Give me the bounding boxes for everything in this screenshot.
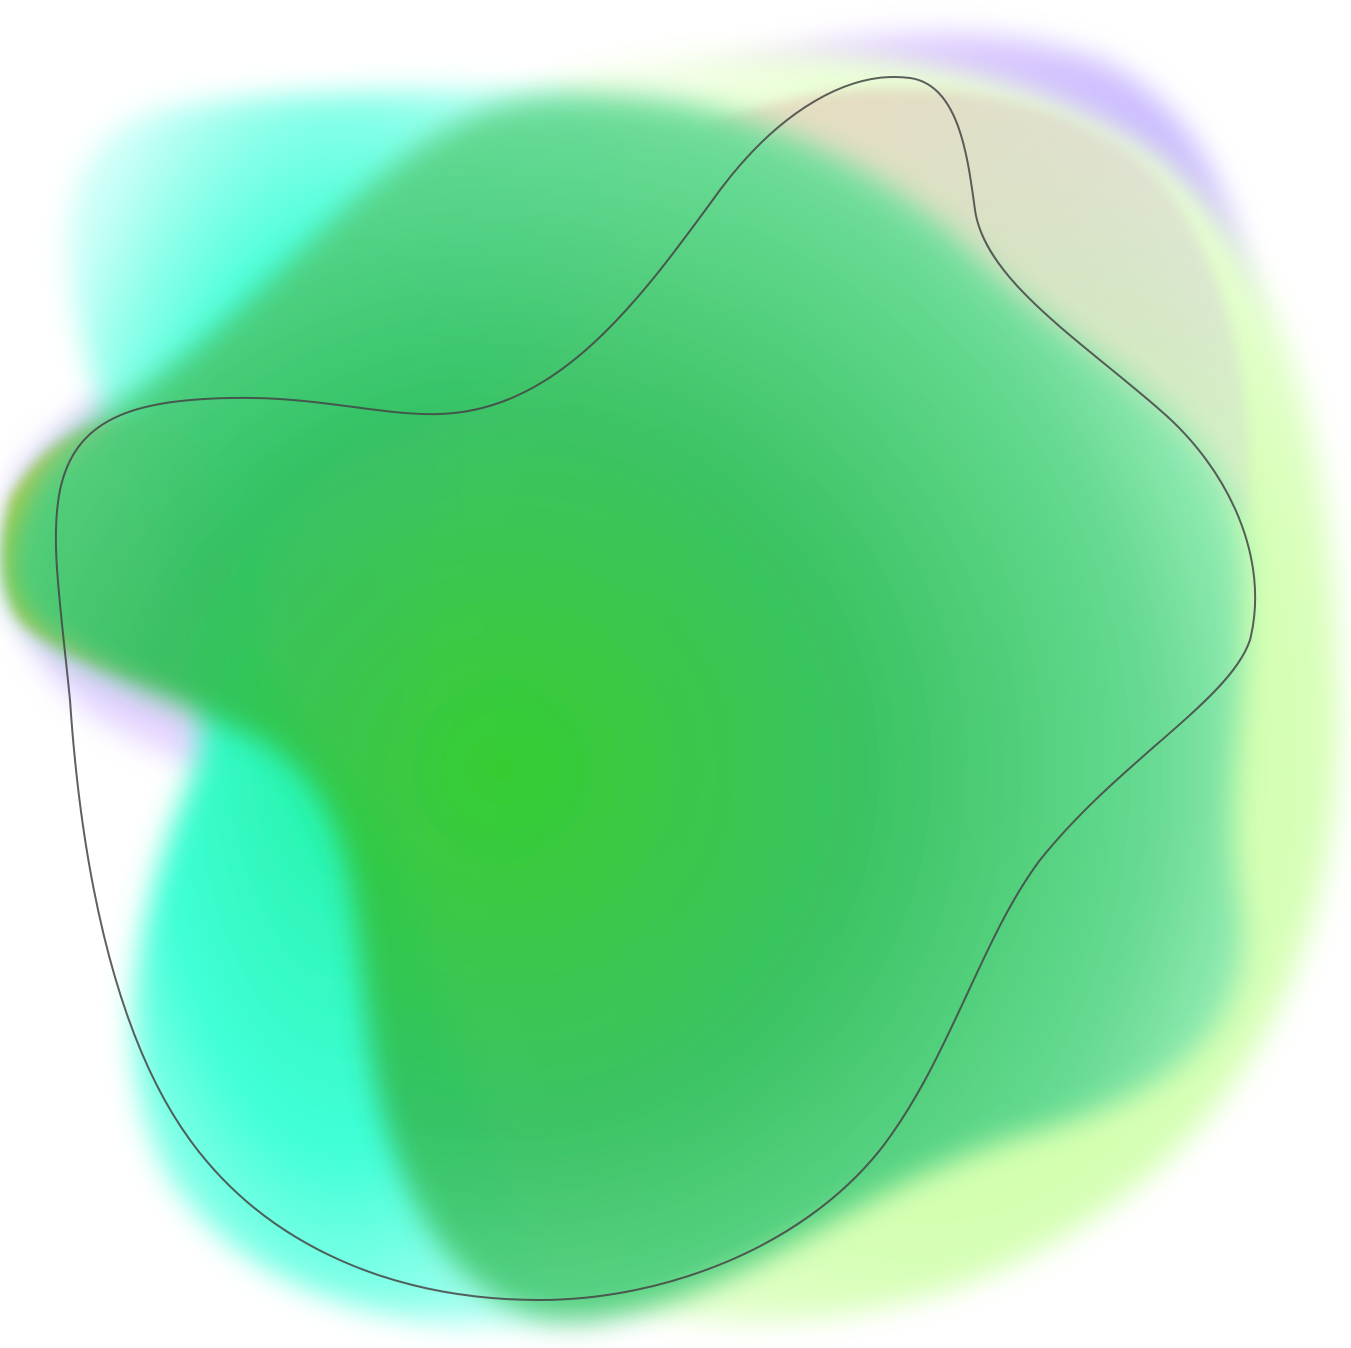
outline-curve [54,76,1257,1302]
green-blob [6,94,1246,1322]
